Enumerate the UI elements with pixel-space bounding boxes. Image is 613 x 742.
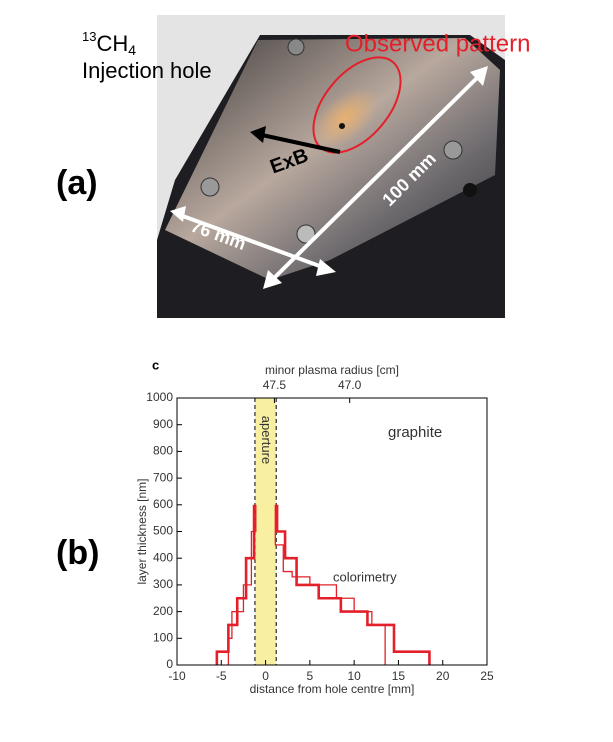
panel-letter: (b) <box>56 534 99 572</box>
y-tick-label: 800 <box>153 444 173 458</box>
y-tick-label: 500 <box>153 524 173 538</box>
y-tick-label: 700 <box>153 470 173 484</box>
x-tick-label: 10 <box>347 669 361 683</box>
x2-tick-label: 47.5 <box>263 378 287 392</box>
pattern-label: Observed pattern <box>345 30 530 57</box>
series-line <box>227 504 386 665</box>
y-tick-label: 1000 <box>146 390 173 404</box>
x-tick-label: 20 <box>436 669 450 683</box>
material-label: graphite <box>388 424 442 441</box>
y-tick-label: 400 <box>153 550 173 564</box>
x-tick-label: -10 <box>168 669 186 683</box>
y-tick-label: 100 <box>153 630 173 644</box>
gas-sub: 4 <box>128 42 136 58</box>
aperture-label: aperture <box>259 416 274 464</box>
x-tick-label: 5 <box>307 669 314 683</box>
chart-panel-label: c <box>152 357 159 372</box>
x-tick-label: 0 <box>262 669 269 683</box>
gas-sup: 13 <box>82 29 96 44</box>
y-tick-label: 300 <box>153 577 173 591</box>
gas-label: 13CH4 <box>82 29 136 57</box>
y-tick-label: 900 <box>153 417 173 431</box>
x-axis-title: distance from hole centre [mm] <box>250 682 415 696</box>
y-tick-label: 600 <box>153 497 173 511</box>
x-tick-label: -5 <box>216 669 227 683</box>
x-tick-label: 15 <box>392 669 406 683</box>
panel-letter: (a) <box>56 164 98 202</box>
hole-label: Injection hole <box>82 58 212 83</box>
x-tick-label: 25 <box>480 669 494 683</box>
y-tick-label: 200 <box>153 604 173 618</box>
method-label: colorimetry <box>333 569 397 584</box>
gas-base: CH <box>96 31 128 56</box>
aperture-band <box>254 398 277 665</box>
photo <box>157 15 505 318</box>
y-tick-label: 0 <box>166 657 173 671</box>
x2-axis-title: minor plasma radius [cm] <box>265 363 399 377</box>
y-axis-title: layer thickness [nm] <box>135 478 149 584</box>
x2-tick-label: 47.0 <box>338 378 362 392</box>
